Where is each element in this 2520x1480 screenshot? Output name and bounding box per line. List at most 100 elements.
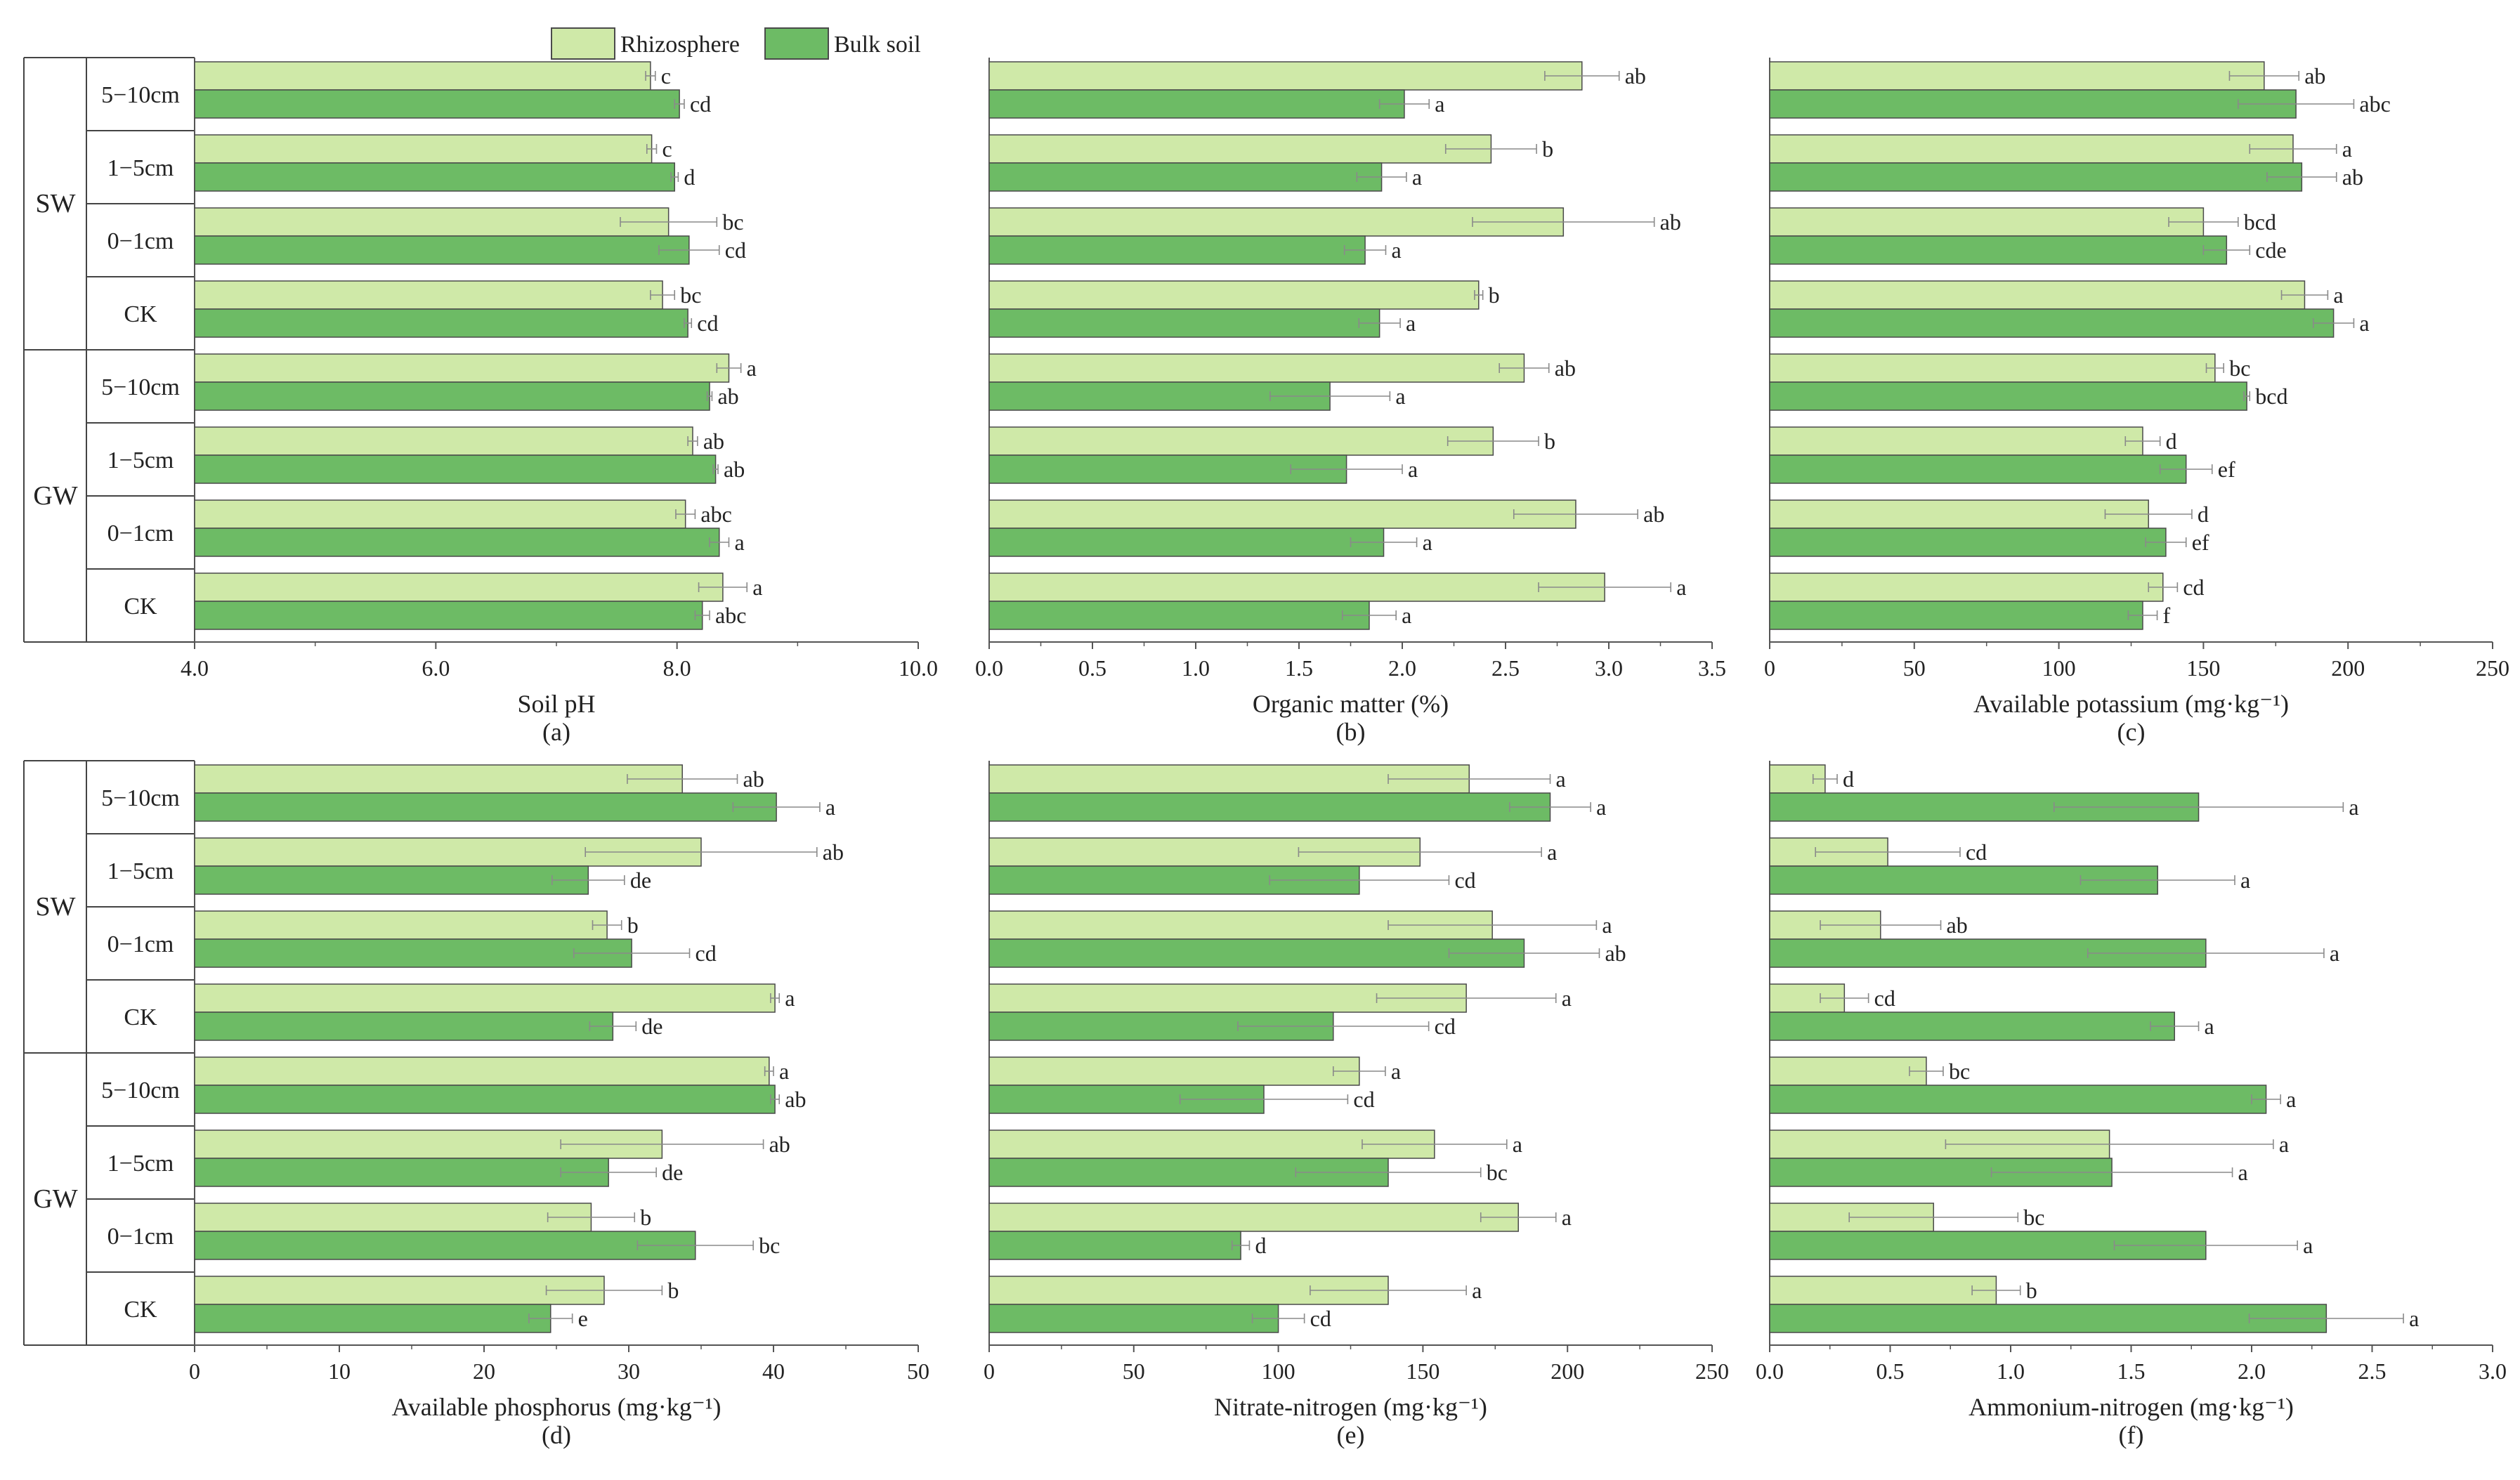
depth-label: 5−10cm xyxy=(101,82,180,108)
bar-bulk xyxy=(194,381,710,411)
significance-letter: d xyxy=(1255,1233,1266,1258)
bar-bulk xyxy=(988,89,1405,119)
bar-bulk xyxy=(194,308,688,338)
bar-bulk xyxy=(1769,1011,2175,1041)
panel-label: (d) xyxy=(542,1421,571,1449)
x-tick-label: 0 xyxy=(984,1358,995,1384)
significance-letter: cd xyxy=(1310,1306,1331,1331)
panel-label: (c) xyxy=(2117,718,2146,746)
bar-bulk xyxy=(988,1304,1279,1333)
significance-letter: a xyxy=(752,575,762,600)
bar-rhizosphere xyxy=(1769,499,2149,529)
significance-letter: ab xyxy=(823,839,844,865)
depth-label: CK xyxy=(124,301,157,327)
significance-letter: cd xyxy=(1454,867,1475,893)
bar-rhizosphere xyxy=(988,280,1480,310)
bar-bulk xyxy=(194,792,777,822)
bar-rhizosphere xyxy=(194,910,608,940)
bar-rhizosphere xyxy=(988,353,1525,383)
group-label-sw: SW xyxy=(36,892,76,922)
x-tick-label: 4.0 xyxy=(181,655,209,681)
significance-letter: a xyxy=(779,1059,789,1084)
bar-rhizosphere xyxy=(1769,1276,1997,1305)
bar-rhizosphere xyxy=(1769,764,1826,794)
x-axis-title: Available potassium (mg·kg⁻¹) xyxy=(1973,690,2289,718)
significance-letter: a xyxy=(1391,1059,1401,1084)
bar-rhizosphere xyxy=(988,61,1583,91)
x-tick-label: 200 xyxy=(2331,655,2365,681)
depth-label: 0−1cm xyxy=(107,1224,174,1250)
bar-bulk xyxy=(194,1231,696,1260)
significance-letter: ab xyxy=(1555,355,1576,381)
x-tick-label: 200 xyxy=(1550,1358,1584,1384)
significance-letter: b xyxy=(1489,282,1500,308)
bar-bulk xyxy=(194,528,720,557)
bar-rhizosphere xyxy=(988,572,1605,602)
significance-letter: a xyxy=(1412,164,1422,190)
bar-rhizosphere xyxy=(988,134,1492,164)
bar-bulk xyxy=(1769,381,2247,411)
x-tick-label: 0.0 xyxy=(975,655,1003,681)
depth-label: CK xyxy=(124,594,157,620)
bar-bulk xyxy=(988,308,1380,338)
depth-label: 0−1cm xyxy=(107,520,174,546)
significance-letter: a xyxy=(2240,867,2250,893)
significance-letter: cd xyxy=(696,941,717,966)
bar-rhizosphere xyxy=(194,1203,592,1232)
significance-letter: ab xyxy=(1605,941,1626,966)
significance-letter: abc xyxy=(715,603,746,628)
significance-letter: d xyxy=(2166,428,2177,454)
bar-bulk xyxy=(1769,308,2335,338)
legend-swatch-rhizosphere xyxy=(551,27,615,60)
significance-letter: ab xyxy=(2304,63,2325,89)
significance-letter: a xyxy=(1556,766,1566,792)
x-tick-label: 100 xyxy=(1262,1358,1295,1384)
significance-letter: a xyxy=(2342,136,2352,162)
significance-letter: ab xyxy=(743,766,764,792)
depth-label: 0−1cm xyxy=(107,931,174,957)
bar-bulk xyxy=(194,1158,609,1187)
significance-letter: a xyxy=(1596,794,1606,820)
bar-rhizosphere xyxy=(194,426,693,456)
panel-label: (f) xyxy=(2119,1421,2144,1449)
significance-letter: cd xyxy=(1966,839,1987,865)
significance-letter: a xyxy=(2409,1306,2419,1331)
depth-label: CK xyxy=(124,1004,157,1030)
depth-label: 1−5cm xyxy=(107,858,174,884)
panel-label: (b) xyxy=(1336,718,1366,746)
significance-letter: a xyxy=(1395,384,1405,409)
bar-bulk xyxy=(988,1231,1241,1260)
x-tick-label: 2.5 xyxy=(1491,655,1520,681)
legend-label-bulk: Bulk soil xyxy=(834,32,921,58)
depth-label: 5−10cm xyxy=(101,785,180,811)
significance-letter: a xyxy=(2238,1160,2248,1185)
significance-letter: bc xyxy=(1487,1160,1508,1185)
depth-label: 1−5cm xyxy=(107,155,174,181)
significance-letter: b xyxy=(640,1205,651,1230)
significance-letter: ab xyxy=(785,1087,806,1112)
bar-bulk xyxy=(1769,162,2303,192)
panel-label: (a) xyxy=(542,718,570,746)
significance-letter: a xyxy=(1676,575,1686,600)
x-tick-label: 2.0 xyxy=(1388,655,1416,681)
bar-rhizosphere xyxy=(988,207,1565,237)
x-tick-label: 3.0 xyxy=(1595,655,1623,681)
significance-letter: a xyxy=(1602,912,1612,938)
significance-letter: ab xyxy=(1947,912,1968,938)
significance-letter: bc xyxy=(1949,1059,1970,1084)
bar-rhizosphere xyxy=(194,764,683,794)
panel-d-available-phosphorus: 0 10 20 30 40 50 Available phosphorus (mg·kg⁻¹… xyxy=(189,761,929,1449)
panel-c-available-potassium: 0 50 100 150 200 250 Available potassium (mg·k… xyxy=(1764,58,2509,746)
bar-rhizosphere xyxy=(194,207,670,237)
x-tick-label: 1.0 xyxy=(1182,655,1210,681)
bar-bulk xyxy=(988,792,1551,822)
x-tick-label: 10.0 xyxy=(899,655,938,681)
bar-bulk xyxy=(1769,1085,2267,1114)
x-tick-label: 150 xyxy=(1406,1358,1439,1384)
bar-rhizosphere xyxy=(1769,353,2216,383)
bar-rhizosphere xyxy=(988,1203,1519,1232)
group-label-sw: SW xyxy=(36,189,76,218)
bar-rhizosphere xyxy=(194,280,663,310)
panel-b-organic-matter: 0.0 0.5 1.0 1.5 2.0 2.5 3.0 3.5 Organic matter (… xyxy=(975,58,1726,746)
